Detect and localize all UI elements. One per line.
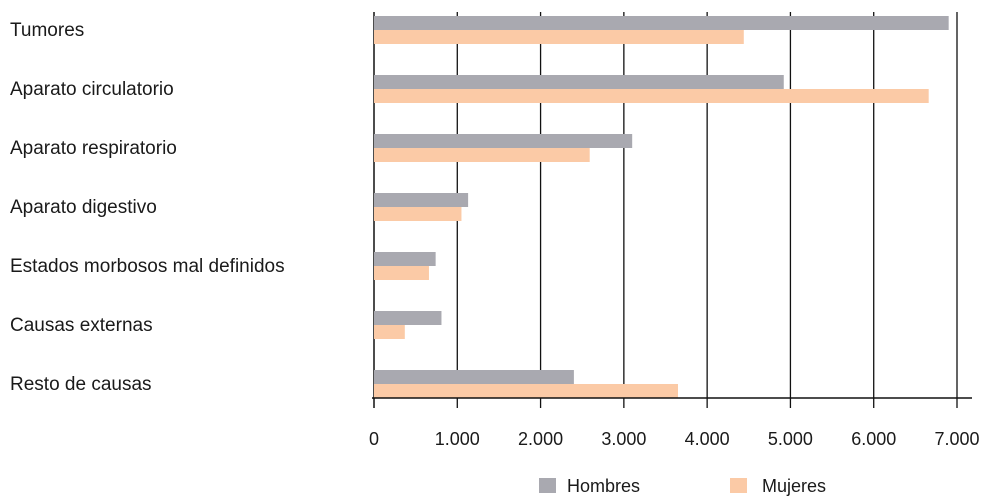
bar-mujeres-4	[374, 266, 429, 280]
bar-mujeres-2	[374, 148, 590, 162]
x-tick-label-7000: 7.000	[934, 429, 979, 449]
category-label-6: Resto de causas	[10, 374, 152, 395]
x-tick-label-5000: 5.000	[768, 429, 813, 449]
legend-label-hombres: Hombres	[567, 476, 640, 496]
tick-labels: 0 1.000 2.000 3.000 4.000 5.000 6.000 7.000	[369, 429, 980, 449]
bar-mujeres-1	[374, 89, 929, 103]
x-tick-label-1000: 1.000	[435, 429, 480, 449]
category-label-1: Aparato circulatorio	[10, 79, 174, 100]
x-tick-label-0: 0	[369, 429, 379, 449]
bar-hombres-5	[374, 311, 442, 325]
bar-mujeres-6	[374, 384, 678, 398]
bar-hombres-1	[374, 75, 784, 89]
bar-mujeres-5	[374, 325, 405, 339]
bar-hombres-0	[374, 16, 949, 30]
x-tick-label-2000: 2.000	[518, 429, 563, 449]
bar-mujeres-0	[374, 30, 744, 44]
bar-mujeres-3	[374, 207, 462, 221]
category-label-4: Estados morbosos mal definidos	[10, 256, 285, 277]
category-label-0: Tumores	[10, 20, 84, 41]
bar-hombres-3	[374, 193, 469, 207]
category-labels: Tumores Aparato circulatorio Aparato respi…	[10, 20, 285, 395]
bars	[374, 16, 949, 398]
x-tick-label-4000: 4.000	[685, 429, 730, 449]
category-label-5: Causas externas	[10, 315, 153, 336]
legend-label-mujeres: Mujeres	[762, 476, 826, 496]
legend-swatch-mujeres	[730, 478, 747, 493]
bar-hombres-2	[374, 134, 633, 148]
legend-swatch-hombres	[539, 478, 556, 493]
bar-hombres-6	[374, 370, 574, 384]
category-label-3: Aparato digestivo	[10, 197, 157, 218]
legend: Hombres Mujeres	[539, 476, 826, 496]
bar-hombres-4	[374, 252, 436, 266]
x-tick-label-6000: 6.000	[851, 429, 896, 449]
x-tick-label-3000: 3.000	[601, 429, 646, 449]
category-label-2: Aparato respiratorio	[10, 138, 177, 159]
